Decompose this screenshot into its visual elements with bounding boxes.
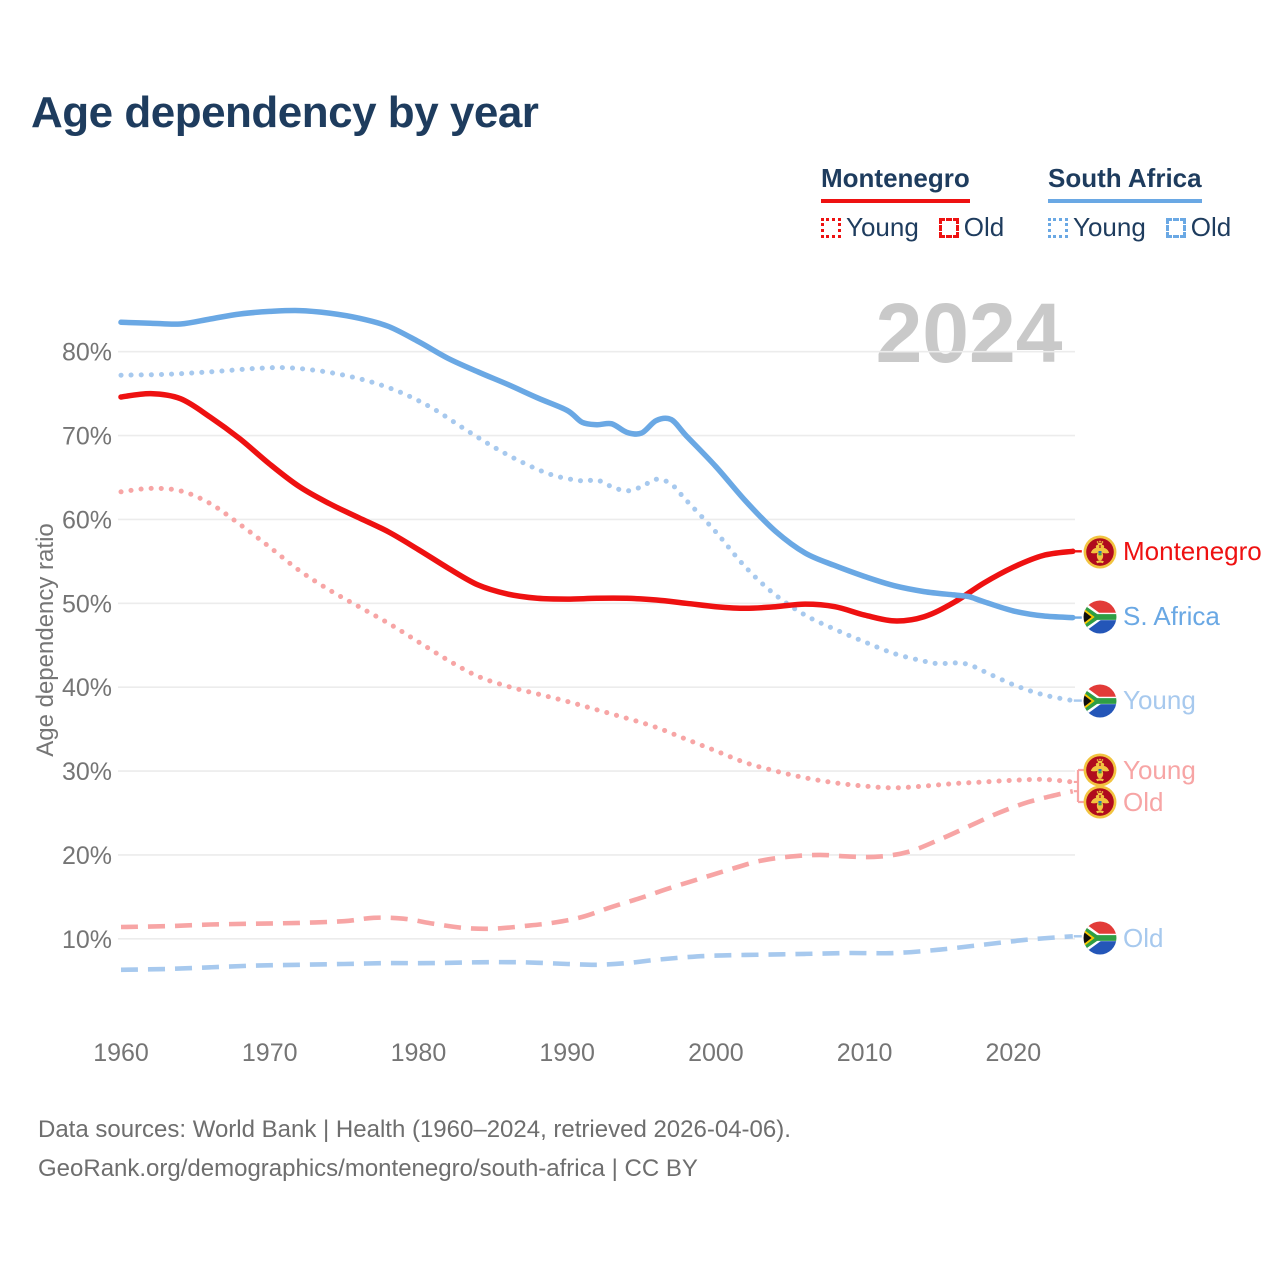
y-axis-tick-labels: 10% 20% 30% 40% 50% 60% 70% 80% — [62, 339, 112, 954]
x-axis-tick-labels: 1960 1970 1980 1990 2000 2010 2020 — [93, 1039, 1041, 1067]
legend-group-south-africa: South Africa Young Old — [1048, 163, 1251, 243]
y-tick-70: 70% — [62, 423, 112, 451]
x-tick-1990: 1990 — [539, 1039, 595, 1067]
label-connectors — [1073, 550, 1084, 938]
legend-group-title-montenegro: Montenegro — [821, 163, 970, 203]
legend-swatch-montenegro-old[interactable] — [938, 217, 959, 238]
gridlines — [118, 350, 1075, 940]
y-tick-10: 10% — [62, 926, 112, 954]
series-line-me-total[interactable] — [118, 390, 1076, 624]
series-label-text: Young — [1123, 754, 1196, 785]
x-tick-1960: 1960 — [93, 1039, 149, 1067]
series-label-text: S. Africa — [1123, 601, 1220, 631]
flag-south-africa-icon — [1083, 921, 1117, 955]
footer-data-sources: Data sources: World Bank | Health (1960–… — [38, 1116, 791, 1143]
flag-montenegro-icon — [1083, 535, 1117, 569]
x-tick-1980: 1980 — [391, 1039, 447, 1067]
legend-swatch-south-africa-young[interactable] — [1048, 217, 1068, 238]
series-label-za-old[interactable]: Old — [1083, 921, 1163, 955]
flag-montenegro-icon — [1083, 753, 1117, 787]
y-axis-title: Age dependency ratio — [32, 523, 59, 757]
series-line-me-old[interactable] — [120, 788, 1074, 932]
x-tick-1970: 1970 — [242, 1039, 298, 1067]
footer-credits: Data sources: World Bank | Health (1960–… — [38, 1110, 791, 1188]
x-tick-2010: 2010 — [837, 1039, 893, 1067]
flag-south-africa-icon — [1083, 684, 1117, 718]
flag-montenegro-icon — [1083, 785, 1117, 819]
legend-label-south-africa-old[interactable]: Old — [1190, 212, 1232, 242]
series-line-za-total[interactable] — [118, 307, 1076, 621]
page-title: Age dependency by year — [31, 88, 539, 137]
series-label-text: Montenegro — [1123, 536, 1262, 566]
legend-swatch-south-africa-old[interactable] — [1165, 217, 1186, 238]
series-label-me-old[interactable]: Old — [1083, 785, 1163, 819]
x-tick-2000: 2000 — [688, 1039, 744, 1067]
legend-label-south-africa-young[interactable]: Young — [1073, 212, 1146, 242]
legend-group-title-south-africa: South Africa — [1048, 163, 1202, 203]
series-label-text: Old — [1123, 922, 1164, 953]
legend-label-montenegro-young[interactable]: Young — [846, 212, 919, 242]
footer-attribution-link: GeoRank.org/demographics/montenegro/sout… — [38, 1155, 698, 1182]
series-line-za-old[interactable] — [120, 934, 1073, 973]
legend-swatch-montenegro-young[interactable] — [821, 217, 841, 238]
y-tick-30: 30% — [62, 758, 112, 786]
series-label-me-total[interactable]: Montenegro — [1083, 535, 1262, 569]
legend-group-montenegro: Montenegro Young Old — [821, 163, 1024, 243]
x-tick-2020: 2020 — [986, 1039, 1042, 1067]
flag-south-africa-icon — [1083, 600, 1117, 634]
series-label-text: Young — [1123, 685, 1196, 715]
y-tick-60: 60% — [62, 506, 112, 534]
series-label-me-young[interactable]: Young — [1083, 753, 1196, 787]
y-tick-50: 50% — [62, 590, 112, 618]
series-label-za-total[interactable]: S. Africa — [1083, 600, 1220, 634]
series-label-text: Old — [1123, 786, 1164, 817]
y-tick-80: 80% — [62, 339, 112, 367]
series-label-za-young[interactable]: Young — [1083, 684, 1196, 718]
y-tick-20: 20% — [62, 842, 112, 870]
watermark-year: 2024 — [876, 286, 1063, 380]
series-line-me-young[interactable] — [118, 485, 1076, 791]
y-tick-40: 40% — [62, 674, 112, 702]
series-line-za-young[interactable] — [118, 365, 1076, 704]
legend-label-montenegro-old[interactable]: Old — [963, 212, 1005, 242]
